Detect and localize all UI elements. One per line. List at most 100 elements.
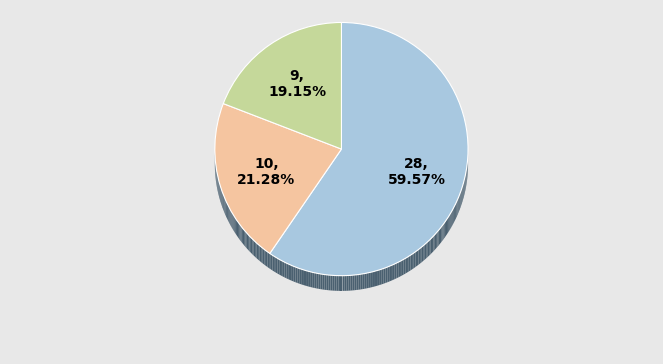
Polygon shape: [296, 267, 298, 283]
Polygon shape: [343, 276, 345, 291]
Polygon shape: [445, 221, 446, 237]
Polygon shape: [294, 266, 296, 282]
Wedge shape: [215, 104, 341, 253]
Polygon shape: [237, 221, 238, 237]
Polygon shape: [305, 270, 307, 286]
Polygon shape: [292, 266, 294, 281]
Polygon shape: [251, 238, 253, 254]
Polygon shape: [263, 248, 265, 265]
Polygon shape: [404, 258, 405, 274]
Polygon shape: [412, 253, 414, 269]
Polygon shape: [376, 270, 378, 286]
Polygon shape: [261, 247, 263, 264]
Polygon shape: [385, 267, 387, 283]
Polygon shape: [444, 222, 445, 239]
Polygon shape: [279, 260, 281, 276]
Polygon shape: [430, 238, 432, 254]
Polygon shape: [303, 270, 305, 285]
Polygon shape: [319, 274, 320, 289]
Polygon shape: [317, 273, 319, 289]
Polygon shape: [372, 272, 374, 287]
Wedge shape: [223, 23, 341, 149]
Polygon shape: [326, 275, 328, 290]
Polygon shape: [409, 255, 410, 272]
Polygon shape: [434, 235, 435, 251]
Polygon shape: [370, 272, 372, 288]
Polygon shape: [361, 274, 363, 289]
Polygon shape: [340, 276, 343, 291]
Polygon shape: [231, 212, 233, 229]
Polygon shape: [442, 224, 444, 241]
Polygon shape: [299, 269, 301, 284]
Text: 10,
21.28%: 10, 21.28%: [237, 157, 296, 187]
Polygon shape: [290, 265, 292, 281]
Polygon shape: [405, 257, 407, 274]
Polygon shape: [353, 275, 355, 290]
Polygon shape: [224, 196, 225, 213]
Polygon shape: [428, 240, 429, 257]
Polygon shape: [244, 230, 245, 247]
Polygon shape: [274, 256, 276, 273]
Polygon shape: [447, 217, 448, 234]
Polygon shape: [222, 192, 223, 209]
Polygon shape: [301, 269, 303, 285]
Polygon shape: [391, 265, 393, 281]
Polygon shape: [398, 261, 400, 277]
Polygon shape: [288, 264, 290, 280]
Polygon shape: [439, 229, 440, 245]
Polygon shape: [351, 275, 353, 290]
Polygon shape: [225, 199, 226, 217]
Polygon shape: [436, 232, 438, 248]
Polygon shape: [394, 263, 396, 279]
Polygon shape: [281, 260, 283, 277]
Polygon shape: [364, 273, 366, 289]
Polygon shape: [254, 240, 255, 257]
Polygon shape: [440, 227, 442, 244]
Polygon shape: [272, 255, 274, 272]
Polygon shape: [457, 198, 458, 215]
Polygon shape: [453, 207, 454, 224]
Polygon shape: [338, 276, 340, 291]
Text: 28,
59.57%: 28, 59.57%: [387, 157, 446, 187]
Polygon shape: [236, 219, 237, 236]
Polygon shape: [238, 222, 239, 239]
Polygon shape: [260, 246, 261, 262]
Polygon shape: [266, 251, 267, 267]
Polygon shape: [417, 249, 418, 266]
Polygon shape: [458, 196, 459, 213]
Polygon shape: [334, 276, 336, 291]
Polygon shape: [455, 203, 456, 220]
Polygon shape: [389, 266, 391, 281]
Polygon shape: [233, 215, 235, 233]
Polygon shape: [309, 272, 311, 287]
Polygon shape: [283, 261, 284, 277]
Polygon shape: [420, 247, 422, 264]
Polygon shape: [438, 230, 439, 247]
Polygon shape: [265, 249, 266, 266]
Polygon shape: [324, 274, 326, 290]
Polygon shape: [460, 192, 461, 209]
Polygon shape: [349, 276, 351, 291]
Polygon shape: [426, 242, 428, 258]
Polygon shape: [298, 268, 299, 284]
Polygon shape: [332, 276, 334, 291]
Polygon shape: [407, 256, 409, 273]
Polygon shape: [357, 274, 359, 290]
Polygon shape: [425, 243, 426, 260]
Polygon shape: [448, 215, 450, 233]
Polygon shape: [311, 272, 313, 288]
Polygon shape: [402, 260, 404, 276]
Polygon shape: [432, 236, 434, 253]
Polygon shape: [452, 209, 453, 226]
Polygon shape: [435, 233, 436, 250]
Polygon shape: [446, 219, 447, 236]
Polygon shape: [315, 273, 317, 288]
Polygon shape: [248, 235, 249, 251]
Polygon shape: [429, 239, 430, 256]
Polygon shape: [313, 272, 315, 288]
Polygon shape: [286, 263, 288, 279]
Polygon shape: [253, 239, 254, 256]
Polygon shape: [247, 233, 248, 250]
Polygon shape: [239, 224, 241, 241]
Polygon shape: [226, 201, 227, 218]
